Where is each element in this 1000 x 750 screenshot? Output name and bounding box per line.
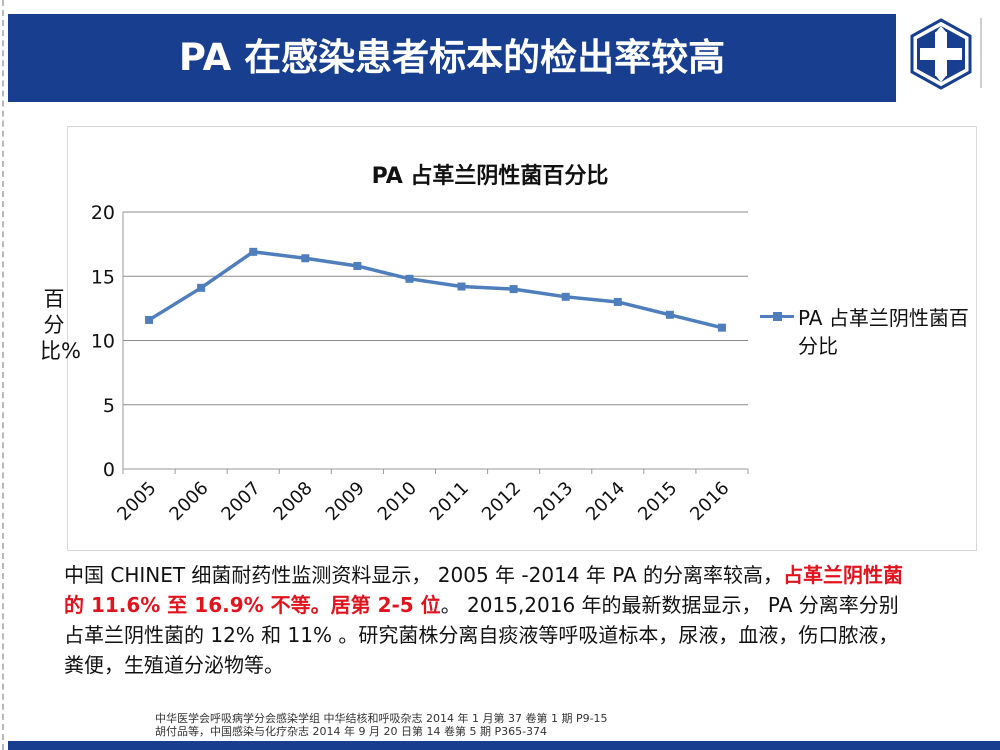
x-tick-label-2005: 2005	[113, 478, 160, 525]
data-point-2009	[353, 261, 362, 270]
body-text-part2: 。 2015,2016 年的最新数据显示， PA 分离率分别占革兰阴性菌的 12…	[64, 593, 899, 677]
x-tick-label-2009: 2009	[322, 478, 369, 525]
x-tick-label-2007: 2007	[218, 478, 265, 525]
body-paragraph: 中国 CHINET 细菌耐药性监测资料显示， 2005 年 -2014 年 PA…	[64, 560, 904, 680]
chart-area: PA 占革兰阴性菌百分比 0 5 10 15 20 2005 2006 2007 2008 2009…	[67, 126, 977, 551]
x-tick-label-2006: 2006	[165, 478, 212, 525]
x-tick-label-2014: 2014	[582, 478, 629, 525]
y-axis-label: 百分比%	[40, 287, 81, 363]
data-point-2006	[197, 283, 206, 292]
legend-label: PA 占革兰阴性菌百分比	[798, 306, 969, 358]
x-tick-label-2015: 2015	[634, 478, 681, 525]
hospital-cross-logo-icon	[910, 18, 972, 90]
data-point-2011	[457, 282, 466, 291]
data-point-2013	[561, 292, 570, 301]
x-tick-label-2016: 2016	[686, 478, 733, 525]
bottom-bar	[8, 741, 1000, 750]
left-dashed-border	[2, 0, 4, 750]
legend-swatch	[760, 306, 794, 326]
series-line	[148, 250, 723, 330]
y-tick-label: 15	[91, 266, 115, 288]
reference-1: 中华医学会呼吸病学分会感染学组 中华结核和呼吸杂志 2014 年 1 月第 37…	[155, 712, 608, 725]
reference-2: 胡付品等，中国感染与化疗杂志 2014 年 9 月 20 日第 14 卷第 5 …	[155, 725, 548, 738]
x-tick-label-2008: 2008	[270, 478, 317, 525]
slide-title: PA 在感染患者标本的检出率较高	[178, 36, 726, 79]
y-tick-label: 0	[103, 459, 115, 481]
x-tick-label-2010: 2010	[374, 478, 421, 525]
data-point-2016	[717, 323, 726, 332]
decorative-divider	[980, 18, 982, 88]
references: 中华医学会呼吸病学分会感染学组 中华结核和呼吸杂志 2014 年 1 月第 37…	[155, 712, 855, 738]
data-point-2008	[301, 254, 310, 263]
data-point-2015	[665, 310, 674, 319]
data-point-2005	[145, 315, 154, 324]
y-tick-label: 10	[91, 331, 115, 353]
chart-title: PA 占革兰阴性菌百分比	[372, 163, 609, 189]
y-tick-label: 20	[91, 202, 115, 224]
chart-legend: PA 占革兰阴性菌百分比	[760, 304, 975, 360]
body-highlight: 占革兰阴性菌的 11.6% 至 16.9% 不等。居第 2-5 位	[64, 563, 904, 617]
x-tick-label-2012: 2012	[478, 478, 525, 525]
data-point-2012	[509, 285, 518, 294]
x-tick-label-2011: 2011	[426, 478, 473, 525]
data-point-2014	[613, 297, 622, 306]
data-point-2010	[405, 274, 414, 283]
data-point-2007	[249, 247, 258, 256]
x-tick-label-2013: 2013	[530, 478, 577, 525]
title-bar: PA 在感染患者标本的检出率较高	[8, 14, 896, 102]
body-text-part1: 中国 CHINET 细菌耐药性监测资料显示， 2005 年 -2014 年 PA…	[64, 563, 784, 587]
y-tick-label: 5	[103, 395, 115, 417]
line-chart: PA 占革兰阴性菌百分比 0 5 10 15 20 2005 2006 2007 2008 2009…	[91, 163, 749, 525]
